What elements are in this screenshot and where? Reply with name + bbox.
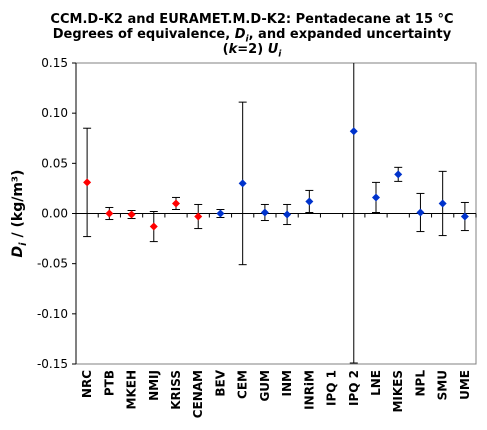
data-point	[438, 199, 447, 208]
y-tick-label: 0.00	[41, 207, 68, 221]
x-tick-label: UME	[458, 370, 472, 400]
data-point	[394, 170, 403, 179]
data-point	[194, 212, 203, 221]
data-point	[349, 127, 358, 136]
chart-title-line-3: (k=2) Ui	[222, 42, 282, 60]
data-point	[127, 210, 136, 219]
x-tick-label: INRiM	[302, 370, 316, 410]
x-tick-label: KRISS	[169, 370, 183, 410]
y-axis-title: Di / (kg/m³)	[10, 170, 29, 258]
x-tick-label: MKEH	[125, 370, 139, 409]
y-tick-label: -0.05	[37, 257, 68, 271]
y-tick-label: 0.15	[41, 56, 68, 70]
y-tick-label: 0.05	[41, 156, 68, 170]
x-tick-label: MIKES	[391, 370, 405, 413]
data-point	[460, 212, 469, 221]
x-tick-label: GUM	[258, 370, 272, 402]
data-point	[238, 179, 247, 188]
data-point	[372, 193, 380, 202]
x-tick-label: NRC	[80, 370, 94, 398]
data-point	[260, 208, 269, 217]
x-tick-label: NPL	[413, 370, 427, 397]
data-point	[172, 199, 180, 208]
x-tick-label: IPQ 1	[325, 370, 339, 406]
data-point	[305, 197, 314, 206]
x-tick-label: SMU	[436, 370, 450, 400]
data-point	[149, 222, 158, 231]
y-tick-label: -0.15	[37, 357, 68, 371]
chart-title-line-1: CCM.D-K2 and EURAMET.M.D-K2: Pentadecane…	[50, 12, 454, 27]
data-point	[105, 209, 114, 218]
data-point	[283, 210, 292, 219]
chart-title-line-2: Degrees of equivalence, Di, and expanded…	[52, 27, 452, 45]
x-tick-label: PTB	[102, 370, 116, 396]
x-tick-label: NMIJ	[147, 370, 161, 401]
x-tick-label: CEM	[236, 370, 250, 399]
x-tick-label: LNE	[369, 370, 383, 396]
data-point	[416, 208, 425, 217]
x-tick-label: BEV	[213, 369, 227, 396]
x-tick-label: INM	[280, 370, 294, 396]
y-tick-label: -0.10	[37, 307, 68, 321]
y-tick-label: 0.10	[41, 106, 68, 120]
x-tick-label: IPQ 2	[347, 370, 361, 406]
data-point	[83, 178, 92, 187]
data-point	[216, 209, 225, 218]
x-tick-label: CENAM	[191, 370, 205, 418]
